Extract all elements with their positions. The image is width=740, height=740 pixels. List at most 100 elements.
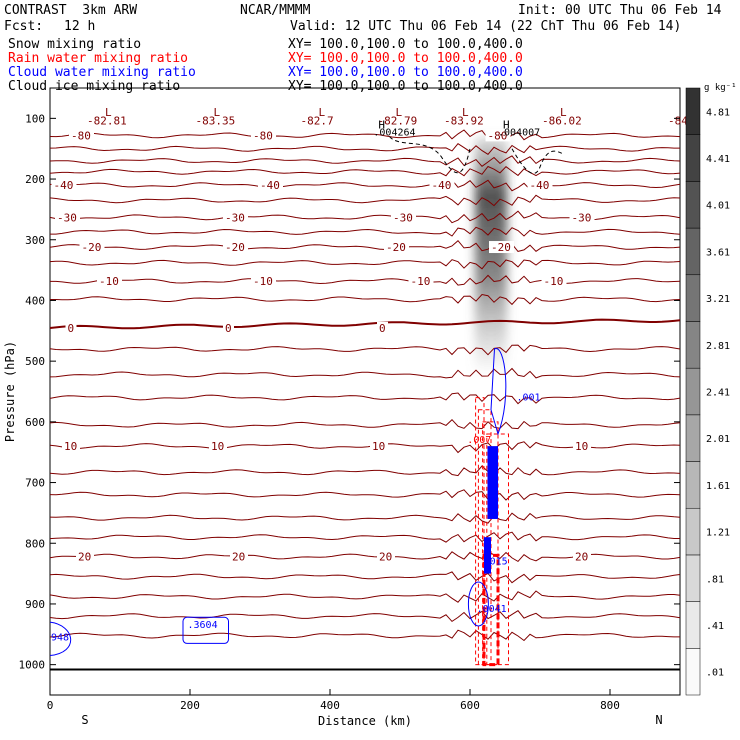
- cloud-water-contour: [467, 581, 489, 627]
- isotherm-label: -20: [386, 241, 406, 254]
- low-marker: L: [396, 106, 403, 119]
- colorbar-label: 3.61: [706, 247, 730, 258]
- isotherm-line: [49, 392, 681, 405]
- isotherm-label: 20: [78, 551, 91, 564]
- snow-max-marker: H: [503, 119, 510, 132]
- snow-max-value: .004264: [373, 127, 415, 138]
- colorbar-segment: [685, 181, 701, 229]
- legend-cloudice-name: Cloud ice mixing ratio: [8, 79, 181, 94]
- isotherm-label: 10: [372, 440, 385, 453]
- low-value: -84: [668, 114, 688, 127]
- colorbar-label: 2.41: [706, 388, 730, 399]
- isotherm-line: [50, 274, 681, 286]
- isotherm-label-bg: [541, 275, 567, 288]
- x-tick-label: 600: [460, 699, 480, 712]
- isotherm-label-bg: [223, 321, 234, 334]
- isotherm-line: [49, 367, 681, 379]
- legend-rain-xy: XY= 100.0,100.0 to 100.0,400.0: [288, 51, 523, 66]
- low-marker: L: [214, 106, 221, 119]
- low-value: -82.79: [378, 114, 418, 127]
- isotherm-label-bg: [527, 179, 553, 192]
- isotherm-line: [49, 465, 681, 477]
- colorbar-segment: [685, 367, 701, 416]
- isotherm-label-bg: [573, 550, 591, 563]
- rain-core: [482, 553, 500, 667]
- isotherm-label: -30: [572, 211, 592, 224]
- isotherm-label: 20: [379, 551, 392, 564]
- low-marker: L: [319, 106, 326, 119]
- cloud-water-label: 948: [51, 632, 69, 643]
- isotherm-label: -30: [225, 211, 245, 224]
- isotherm-line: [49, 531, 680, 543]
- isotherm-label: 20: [232, 551, 245, 564]
- x-end-label-north: N: [655, 713, 662, 727]
- isotherm-label-bg: [69, 129, 94, 142]
- snow-contour: [389, 136, 471, 174]
- low-value: -82.7: [301, 114, 334, 127]
- init-time: Init: 00 UTC Thu 06 Feb 14: [518, 3, 722, 18]
- colorbar-label: 1.61: [706, 481, 730, 492]
- colorbar-label: .81: [706, 574, 724, 585]
- isotherm-label-bg: [65, 321, 77, 334]
- isotherm-label-bg: [223, 211, 248, 224]
- colorbar-segment: [685, 601, 701, 649]
- plot-frame: [49, 87, 681, 696]
- isotherm-line: [49, 143, 680, 155]
- isotherm-label: -80: [253, 129, 273, 142]
- y-axis-label: Pressure (hPa): [3, 341, 17, 442]
- isotherm-line: [49, 489, 681, 501]
- cloud-water-contour: [490, 348, 507, 436]
- y-tick-label: 900: [25, 598, 45, 611]
- snow-max-value: .004007: [498, 127, 540, 138]
- y-tick-label: 300: [25, 234, 45, 247]
- colorbar-segment: [685, 87, 701, 135]
- forecast-label: Fcst:: [4, 19, 44, 34]
- legend-cloudice-xy: XY= 100.0,100.0 to 100.0,400.0: [288, 79, 523, 94]
- isotherm-line: [49, 629, 680, 642]
- isotherm-line: [49, 610, 681, 623]
- isotherm-label: -80: [488, 129, 508, 142]
- isotherm-label-bg: [76, 550, 94, 563]
- isotherm-line: [49, 344, 681, 356]
- colorbar-label: 4.01: [706, 201, 730, 212]
- x-tick-label: 400: [320, 699, 340, 712]
- low-value: -86.02: [542, 114, 582, 127]
- isotherm-line: [49, 129, 681, 141]
- cloud-water-core: [487, 446, 498, 519]
- center-title: NCAR/MMMM: [240, 3, 311, 18]
- cloud-water-label: .3604: [188, 620, 218, 631]
- isotherm-label-bg: [51, 179, 77, 192]
- colorbar-segment: [685, 134, 701, 182]
- isotherm-label-bg: [485, 129, 511, 142]
- low-marker: L: [105, 106, 112, 119]
- low-value: -82.81: [87, 114, 127, 127]
- cloud-water-label: .0041: [477, 604, 507, 615]
- isotherm-line: [50, 293, 681, 306]
- isotherm-label: -20: [82, 241, 102, 254]
- x-axis-label: Distance (km): [318, 714, 412, 728]
- colorbar-unit: g kg⁻¹: [704, 83, 737, 93]
- legend-cloudwater-xy: XY= 100.0,100.0 to 100.0,400.0: [288, 65, 523, 80]
- y-tick-label: 200: [25, 173, 45, 186]
- snow-max-marker: H: [378, 119, 385, 132]
- colorbar-label: 3.21: [706, 294, 730, 305]
- colorbar-label: 1.21: [706, 528, 730, 539]
- colorbar-label: 4.41: [706, 154, 730, 165]
- isotherm-line: [49, 418, 681, 430]
- isotherm-label: -30: [57, 211, 77, 224]
- isotherm-label-bg: [377, 550, 395, 563]
- isotherm-label-bg: [429, 179, 455, 192]
- isotherm-label: -10: [411, 275, 431, 288]
- model-title: CONTRAST 3km ARW: [4, 3, 138, 18]
- isotherm-label-bg: [79, 241, 105, 254]
- rain-contour: [482, 421, 499, 666]
- y-tick-label: 600: [25, 416, 45, 429]
- snow-contour: [511, 148, 565, 174]
- isotherm-line: [50, 226, 681, 237]
- isotherm-label: -80: [71, 129, 91, 142]
- valid-time: Valid: 12 UTC Thu 06 Feb 14 (22 ChT Thu …: [290, 19, 682, 34]
- isotherm-line: [49, 155, 681, 167]
- plot-area: -80 -80 -80 -40 -40 -40 -40 -30 -30 -30 -30 -20 -20 -…: [3, 87, 693, 728]
- legend-rain-name: Rain water mixing ratio: [8, 51, 189, 66]
- isotherm-label-bg: [251, 275, 276, 288]
